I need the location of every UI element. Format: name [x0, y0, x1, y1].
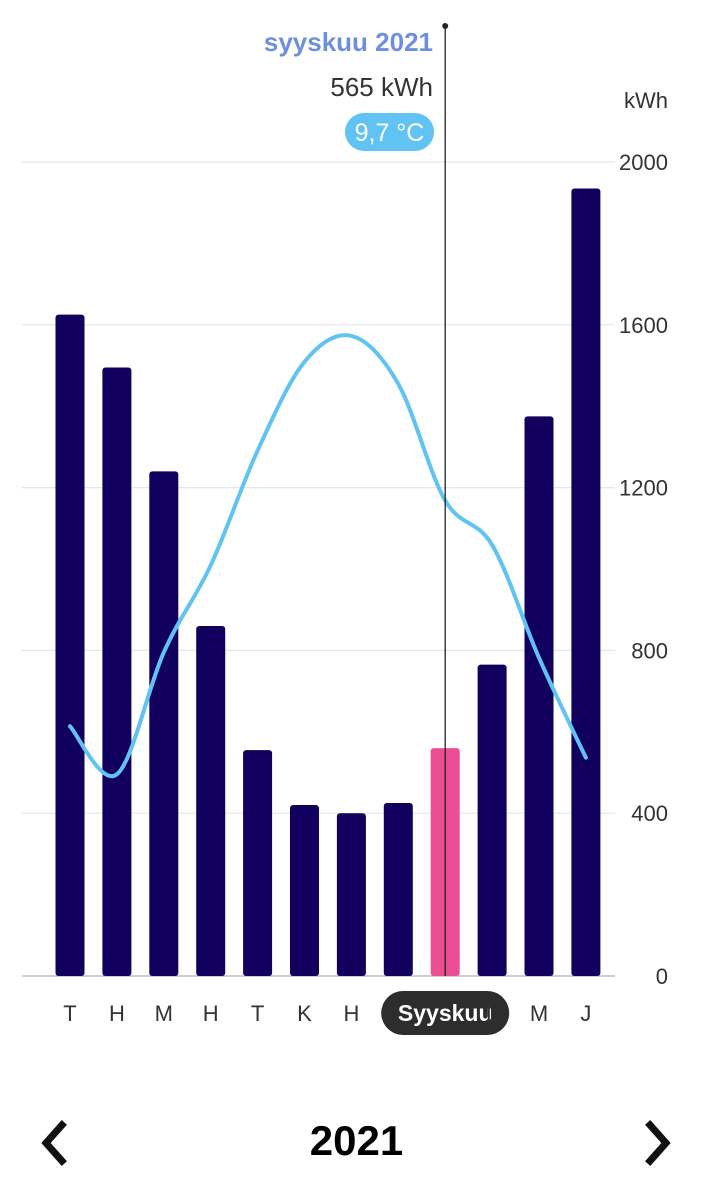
bar[interactable] — [243, 750, 273, 976]
x-axis-label[interactable]: H — [203, 1001, 219, 1026]
energy-chart: 0 400 800 1200 1600 2000 kWh syyskuu 2021 565… — [22, 23, 668, 1035]
year-label: 2021 — [309, 1117, 404, 1164]
y-tick-label: 1600 — [619, 313, 668, 338]
selected-month-pill[interactable] — [381, 991, 510, 1035]
bar[interactable] — [383, 803, 413, 976]
bar[interactable] — [149, 471, 179, 976]
tooltip-temp-badge — [345, 113, 434, 151]
tooltip-month: syyskuu 2021 — [264, 27, 433, 57]
x-axis-label[interactable]: M — [530, 1001, 548, 1026]
bar[interactable] — [55, 314, 85, 976]
x-axis-label[interactable]: K — [297, 1001, 312, 1026]
y-tick-label: 2000 — [619, 150, 668, 175]
y-axis-unit-label: kWh — [624, 88, 668, 113]
selected-month-label: Syyskuu — [398, 1000, 493, 1026]
cursor-dot — [442, 23, 449, 29]
year-navigation: 2021 — [0, 1105, 713, 1185]
chevron-right-icon — [645, 1120, 671, 1166]
y-tick-label: 800 — [631, 638, 668, 663]
bar[interactable] — [524, 416, 554, 976]
bar[interactable] — [477, 664, 507, 976]
tooltip-temperature: 9,7 °C — [355, 119, 425, 147]
y-tick-label: 0 — [656, 964, 668, 989]
bar[interactable] — [290, 805, 319, 976]
bar[interactable] — [196, 625, 226, 976]
x-axis-label[interactable]: M — [155, 1001, 173, 1026]
next-year-button[interactable] — [632, 1113, 682, 1173]
chevron-left-icon — [41, 1120, 67, 1166]
y-tick-label: 400 — [631, 801, 668, 826]
bar[interactable] — [571, 188, 601, 976]
y-tick-label: 1200 — [619, 476, 668, 501]
x-axis-label[interactable]: H — [343, 1001, 359, 1026]
previous-year-button[interactable] — [30, 1113, 80, 1173]
bar[interactable] — [336, 813, 366, 976]
bars — [55, 188, 601, 976]
y-axis-ticks: 0 400 800 1200 1600 2000 — [619, 150, 668, 989]
temperature-line — [68, 333, 588, 779]
x-axis-label[interactable]: L — [486, 1001, 498, 1026]
tooltip-value: 565 kWh — [330, 72, 433, 102]
x-axis-label[interactable]: H — [109, 1001, 125, 1026]
x-axis-label[interactable]: T — [251, 1001, 264, 1026]
x-axis-label[interactable]: J — [580, 1001, 591, 1026]
bar[interactable] — [102, 367, 132, 976]
x-axis-label[interactable]: T — [63, 1001, 76, 1026]
